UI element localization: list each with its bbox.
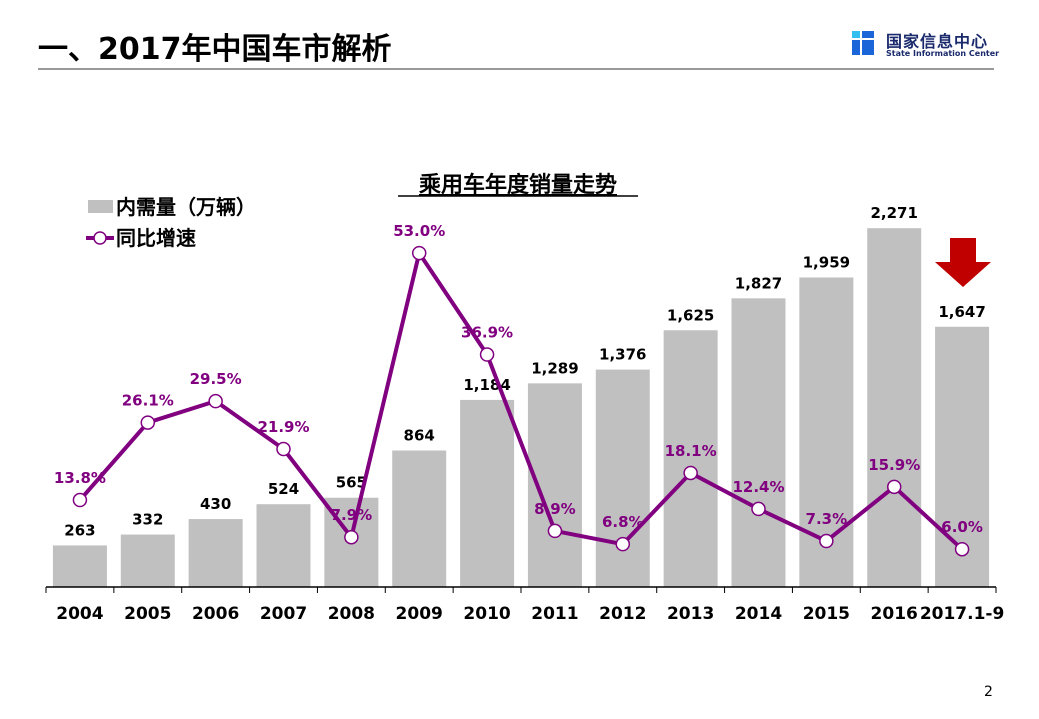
bar-label: 864: [404, 426, 435, 444]
bar-2012: [595, 369, 650, 587]
growth-point-2009: [411, 245, 427, 261]
bar-2006: [188, 519, 243, 587]
x-tick-label: 2016: [871, 604, 918, 624]
growth-point-2012: [615, 536, 631, 552]
growth-label: 7.9%: [331, 506, 373, 524]
bar-label: 1,376: [599, 346, 646, 364]
bar-label: 565: [336, 474, 367, 492]
legend-line-label: 同比增速: [116, 226, 196, 250]
bar-2007: [256, 504, 311, 587]
growth-point-2011: [547, 523, 563, 539]
x-tick-label: 2005: [124, 604, 171, 624]
bar-label: 1,827: [735, 274, 782, 292]
logo-text-cn: 国家信息中心: [886, 32, 989, 51]
x-tick-label: 2010: [463, 604, 510, 624]
bar-label: 1,184: [463, 376, 510, 394]
growth-label: 18.1%: [665, 442, 717, 460]
legend-line-marker: [93, 231, 107, 245]
x-tick-label: 2004: [56, 604, 103, 624]
growth-label: 15.9%: [868, 456, 920, 474]
growth-point-2004: [72, 492, 88, 508]
chart-title: 乘用车年度销量走势: [418, 172, 617, 198]
growth-label: 6.8%: [602, 513, 644, 531]
growth-label: 7.3%: [806, 510, 848, 528]
logo-icon: [852, 31, 874, 55]
x-tick-label: 2012: [599, 604, 646, 624]
growth-point-2016: [886, 479, 902, 495]
growth-point-2015: [819, 533, 834, 549]
bar-label: 1,289: [531, 359, 578, 377]
logo-text-en: State Information Center: [886, 49, 1000, 58]
x-tick-label: 2008: [328, 604, 375, 624]
bar-label: 2,271: [870, 204, 917, 222]
x-tick-label: 2017.1-9: [920, 604, 1005, 624]
bar-2004: [52, 545, 107, 587]
growth-point-2014: [751, 501, 766, 517]
growth-label: 29.5%: [190, 370, 242, 388]
bar-label: 1,625: [667, 306, 714, 324]
x-tick-label: 2013: [667, 604, 714, 624]
growth-label: 13.8%: [54, 469, 106, 487]
logo: 国家信息中心 State Information Center: [850, 28, 1000, 62]
growth-point-2010: [479, 347, 495, 362]
growth-point-2006: [208, 393, 223, 409]
growth-label: 8.9%: [534, 500, 576, 518]
x-tick-label: 2014: [735, 604, 782, 624]
growth-point-2008: [344, 529, 359, 545]
bar-label: 263: [64, 521, 95, 539]
bar-2014: [731, 298, 786, 587]
header-divider: [38, 68, 994, 70]
growth-label: 26.1%: [122, 392, 174, 410]
x-tick-label: 2006: [192, 604, 239, 624]
growth-label: 12.4%: [732, 478, 784, 496]
x-tick-label: 2011: [531, 604, 578, 624]
x-tick-label: 2007: [260, 604, 307, 624]
growth-label: 53.0%: [393, 222, 445, 240]
bar-2013: [663, 330, 718, 587]
page-number: 2: [984, 684, 993, 700]
growth-point-2005: [140, 415, 156, 430]
bar-label: 430: [200, 495, 231, 513]
growth-label: 36.9%: [461, 324, 513, 342]
bar-label: 1,647: [938, 303, 985, 321]
growth-line: [78, 251, 964, 551]
growth-label: 21.9%: [257, 418, 309, 436]
x-tick-label: 2009: [396, 604, 443, 624]
growth-point-2017.1-9: [954, 541, 970, 557]
growth-label: 6.0%: [941, 518, 983, 536]
growth-point-2013: [683, 465, 698, 481]
page-title: 一、2017年中国车市解析: [38, 32, 392, 67]
bar-label: 332: [132, 511, 163, 529]
bar-2009: [392, 450, 447, 587]
growth-point-2007: [276, 441, 291, 457]
bar-2005: [120, 534, 175, 587]
bar-label: 1,959: [803, 253, 850, 271]
down-arrow-icon: [935, 238, 991, 287]
bar-label: 524: [268, 480, 299, 498]
x-tick-label: 2015: [803, 604, 850, 624]
legend-bar-swatch: [88, 200, 113, 213]
bar-2016: [867, 228, 922, 587]
bar-2010: [460, 399, 515, 587]
legend-bar-label: 内需量（万辆）: [116, 195, 256, 219]
